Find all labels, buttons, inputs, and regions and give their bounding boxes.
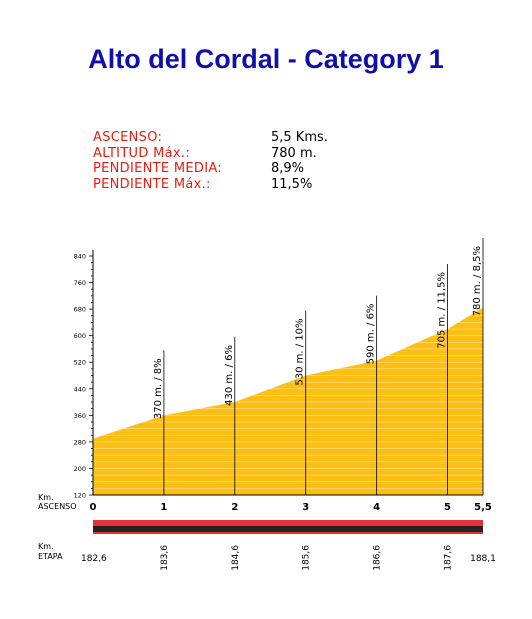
stat-value: 780 m.: [271, 145, 317, 161]
x2-axis-label-km: Km.: [38, 542, 54, 551]
x-tick-label: 3: [302, 502, 309, 513]
y-tick-label: 360: [74, 412, 86, 420]
y-tick-label: 440: [74, 385, 86, 393]
stage-bar-segment: [93, 520, 164, 526]
x2-axis-label-etapa: ETAPA: [38, 552, 63, 561]
etapa-tick-label: 187,6: [444, 545, 454, 571]
y-tick-label: 680: [74, 306, 86, 314]
stage-bar-segment: [305, 526, 377, 532]
stat-label: ASCENSO:: [93, 130, 163, 145]
stat-label: PENDIENTE MEDIA:: [93, 161, 222, 176]
stage-bar-segment: [376, 520, 448, 526]
km-annotation: 780 m. / 8,5%: [472, 246, 483, 316]
x-axis-label-km: Km.: [38, 493, 54, 502]
etapa-tick-label: 188,1: [470, 554, 496, 564]
x-tick-label: 2: [231, 502, 238, 513]
stat-row-pendiente-media: PENDIENTE MEDIA: 8,9%: [93, 161, 328, 177]
stage-bar-red-bottom: [93, 532, 483, 534]
x-tick-label: 5: [444, 502, 451, 513]
etapa-tick-label: 182,6: [81, 554, 107, 564]
stat-row-pendiente-max: PENDIENTE Máx.: 11,5%: [93, 177, 328, 193]
stage-bar-dark: [93, 526, 483, 532]
stat-value: 11,5%: [271, 176, 313, 192]
etapa-tick-label: 186,6: [373, 545, 383, 571]
stat-row-ascenso: ASCENSO: 5,5 Kms.: [93, 130, 328, 146]
stat-row-altitud: ALTITUD Máx.: 780 m.: [93, 146, 328, 162]
km-annotation: 530 m. / 10%: [295, 319, 306, 386]
y-tick-label: 280: [74, 438, 86, 446]
stage-bar-segment: [163, 526, 235, 532]
chart-title: Alto del Cordal - Category 1: [88, 44, 444, 74]
stat-value: 5,5 Kms.: [271, 130, 328, 145]
y-tick-label: 120: [74, 492, 86, 500]
y-tick-label: 520: [74, 359, 86, 367]
stat-value: 8,9%: [271, 161, 305, 176]
y-tick-label: 760: [74, 279, 86, 287]
etapa-tick-label: 184,6: [231, 545, 241, 571]
x-tick-label: 5,5: [474, 502, 492, 513]
km-annotation: 705 m. / 11,5%: [437, 272, 448, 349]
etapa-tick-label: 183,6: [160, 545, 170, 571]
km-annotation: 370 m. / 8%: [153, 358, 164, 419]
x-tick-label: 0: [90, 502, 97, 513]
km-annotation: 430 m. / 6%: [224, 345, 235, 406]
stat-label: PENDIENTE Máx.:: [93, 176, 211, 192]
x-tick-label: 4: [373, 502, 380, 513]
x-axis-label-ascenso: ASCENSO: [38, 502, 77, 511]
stats-panel: ASCENSO: 5,5 Kms. ALTITUD Máx.: 780 m. P…: [93, 130, 328, 192]
etapa-tick-label: 185,6: [302, 545, 312, 571]
elevation-area: [93, 307, 483, 495]
stage-bar-segment: [234, 520, 306, 526]
y-tick-label: 200: [74, 465, 86, 473]
km-annotation: 590 m. / 6%: [366, 304, 377, 365]
y-tick-label: 600: [74, 332, 86, 340]
y-tick-label: 840: [74, 253, 86, 261]
x-tick-label: 1: [160, 502, 167, 513]
stat-label: ALTITUD Máx.:: [93, 145, 191, 161]
